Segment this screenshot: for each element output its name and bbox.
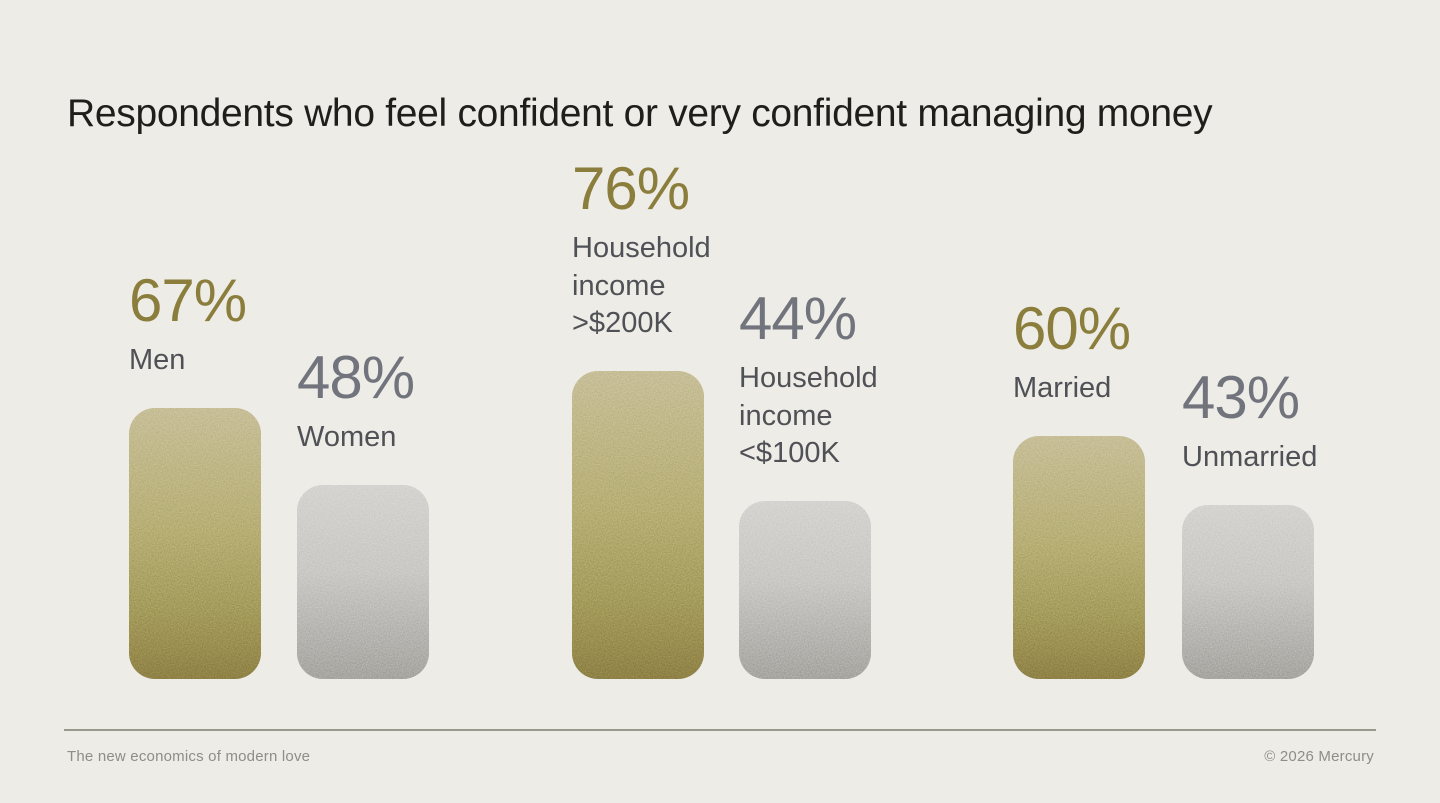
bar-annotation: 67% Men [129, 271, 304, 380]
bar [129, 408, 261, 679]
bar [1182, 505, 1314, 679]
footer-copyright: © 2026 Mercury [1264, 748, 1374, 765]
grain-texture [129, 408, 261, 679]
bar [739, 501, 871, 679]
bar-annotation: 48% Women [297, 348, 472, 457]
bar-annotation: 43% Unmarried [1182, 368, 1357, 477]
bar [572, 371, 704, 679]
bar [297, 485, 429, 679]
bar-category-label: Married [1013, 372, 1112, 405]
bar-category-label: Men [129, 344, 186, 377]
footer-divider [64, 729, 1376, 731]
grain-texture [1182, 505, 1314, 679]
bar-category-label: Unmarried [1182, 441, 1318, 474]
bar-value-label: 67% [129, 267, 247, 335]
bar-value-label: 60% [1013, 295, 1131, 363]
bar-category-label: Household income >$200K [572, 231, 711, 340]
footer-source-label: The new economics of modern love [67, 748, 311, 765]
bar-category-label: Household income <$100K [739, 361, 878, 470]
grain-texture [1013, 436, 1145, 679]
page-title: Respondents who feel confident or very c… [67, 92, 1213, 136]
bar [1013, 436, 1145, 679]
grain-texture [297, 485, 429, 679]
bar-value-label: 48% [297, 344, 415, 412]
bar-annotation: 60% Married [1013, 299, 1188, 408]
bar-annotation: 44% Household income <$100K [739, 284, 914, 473]
bar-value-label: 44% [739, 284, 857, 352]
bar-category-label: Women [297, 421, 397, 454]
bar-value-label: 43% [1182, 364, 1300, 432]
bar-value-label: 76% [572, 154, 690, 222]
bar-annotation: 76% Household income >$200K [572, 154, 747, 343]
grain-texture [739, 501, 871, 679]
grain-texture [572, 371, 704, 679]
